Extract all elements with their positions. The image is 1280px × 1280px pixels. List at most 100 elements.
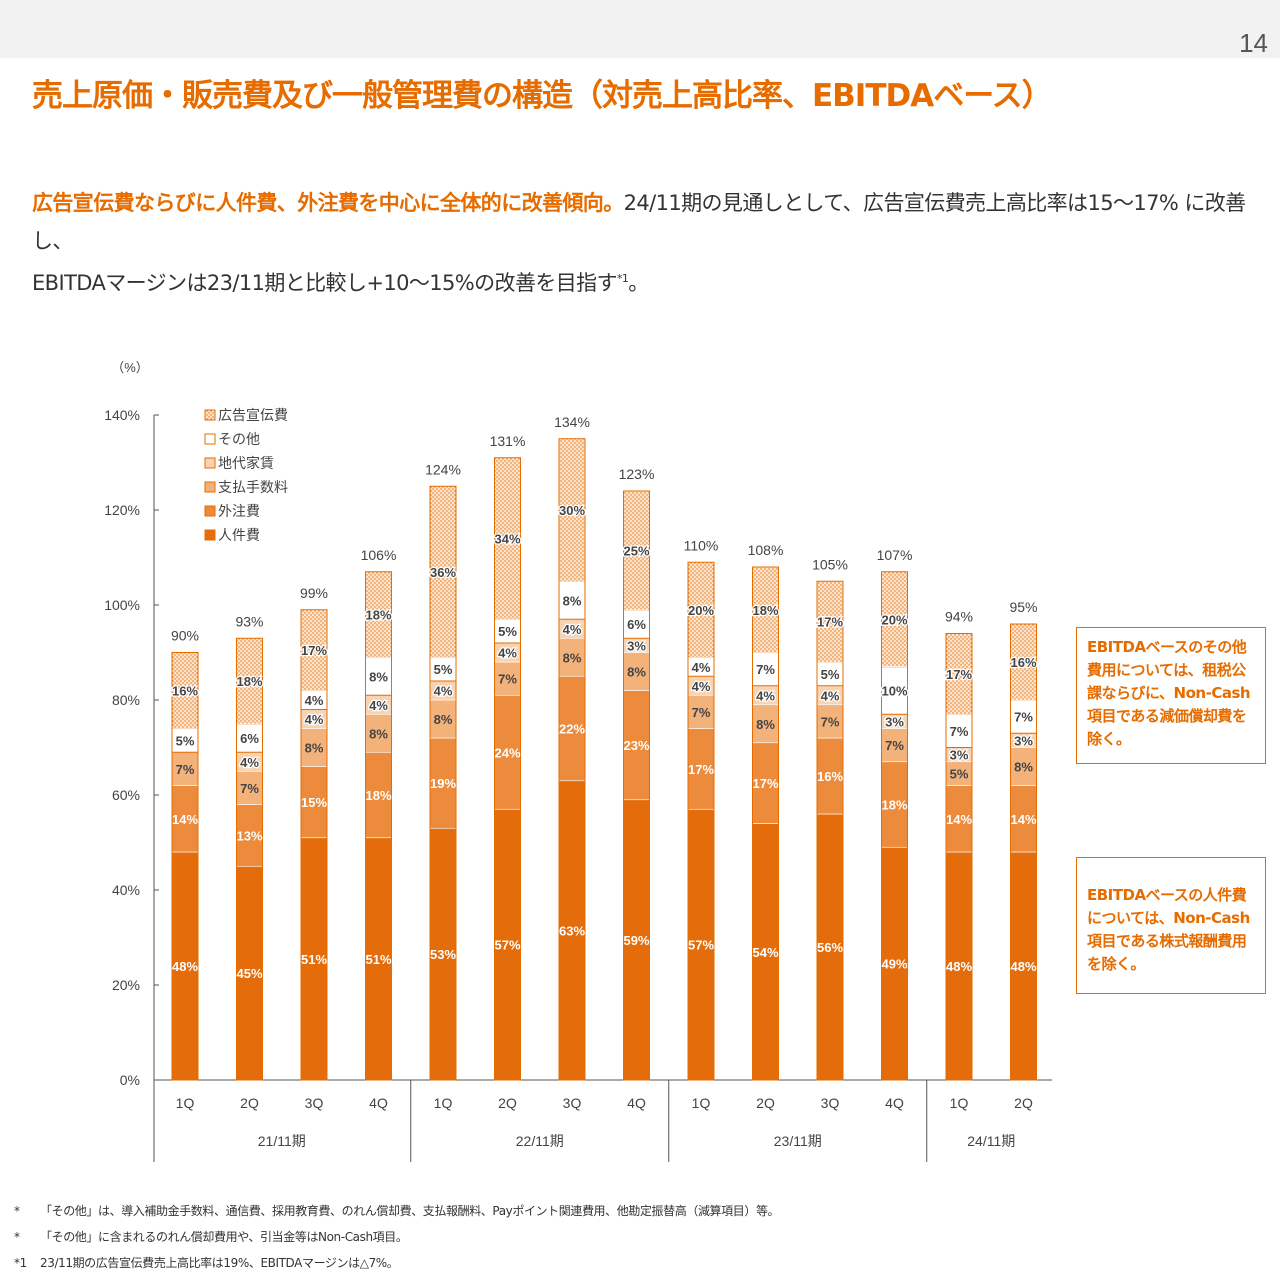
x-tick-label: 4Q [369, 1095, 388, 1111]
x-tick-label: 1Q [692, 1095, 711, 1111]
segment-label: 5% [176, 733, 195, 748]
bar-segment [881, 761, 908, 848]
segment-label: 4% [563, 622, 582, 637]
segment-label: 8% [563, 593, 582, 608]
segment-label: 4% [434, 684, 453, 699]
x-tick-label: 3Q [563, 1095, 582, 1111]
segment-label: 8% [1014, 760, 1033, 775]
bar-outline [623, 490, 650, 1081]
segment-label: 3% [1014, 733, 1033, 748]
segment-label: 3% [950, 748, 969, 763]
segment-label: 13% [236, 828, 262, 843]
legend-label: 外注費 [218, 503, 260, 519]
bar-segment [1010, 851, 1037, 1081]
segment-label: 18% [365, 608, 391, 623]
segment-label: 18% [365, 788, 391, 803]
bar-outline [881, 571, 908, 1081]
bar-total-label: 90% [171, 628, 199, 644]
legend-swatch [204, 409, 216, 421]
segment-label: 5% [821, 667, 840, 682]
x-tick-label: 2Q [756, 1095, 775, 1111]
bar-segment [494, 808, 521, 1081]
x-tick-label: 2Q [498, 1095, 517, 1111]
bar-segment [236, 770, 263, 805]
bar-total-label: 108% [748, 542, 784, 558]
note-personnel: EBITDAベースの人件費については、Non-Cash項目である株式報酬費用を除… [1076, 857, 1266, 994]
segment-label: 4% [498, 646, 517, 661]
segment-label: 3% [627, 638, 646, 653]
segment-label: 57% [688, 938, 714, 953]
summary-highlight: 広告宣伝費ならびに人件費、外注費を中心に全体的に改善傾向。 [32, 191, 624, 215]
summary-line1: 24/11期の見通しとして、広告宣伝費売上高比率は15～17% に改善し、 [32, 191, 1246, 253]
legend-swatch [204, 433, 216, 445]
segment-label: 14% [172, 812, 198, 827]
bar-total-label: 107% [877, 547, 913, 563]
segment-label: 36% [430, 565, 456, 580]
legend-label: 人件費 [218, 527, 260, 543]
summary-text: 広告宣伝費ならびに人件費、外注費を中心に全体的に改善傾向。24/11期の見通しと… [32, 184, 1262, 302]
bar-segment [752, 823, 779, 1081]
segment-label: 8% [369, 726, 388, 741]
legend-swatch [204, 529, 216, 541]
segment-label: 20% [881, 612, 907, 627]
bar-total-label: 95% [1009, 599, 1037, 615]
group-label: 23/11期 [774, 1133, 822, 1149]
bar-total-label: 105% [812, 556, 848, 572]
y-unit-label: （%） [111, 360, 149, 375]
bar-total-label: 123% [619, 466, 655, 482]
segment-label: 7% [498, 672, 517, 687]
summary-line2: EBITDAマージンは23/11期と比較し+10～15%の改善を目指す [32, 271, 618, 295]
segment-label: 3% [885, 714, 904, 729]
bar-total-label: 99% [300, 585, 328, 601]
segment-label: 4% [821, 688, 840, 703]
y-tick-label: 40% [112, 882, 140, 898]
x-tick-label: 3Q [821, 1095, 840, 1111]
x-tick-label: 4Q [885, 1095, 904, 1111]
bar-outline [171, 652, 199, 1081]
segment-label: 7% [950, 724, 969, 739]
x-tick-label: 1Q [434, 1095, 453, 1111]
bar-segment [300, 728, 328, 767]
footnote-1: * 「その他」は、導入補助金手数料、通信費、採用教育費、のれん償却費、支払報酬料、… [14, 1204, 780, 1218]
bar-outline [752, 566, 779, 1081]
bar-total-label: 124% [425, 461, 461, 477]
summary-footnote-ref: *1 [616, 272, 629, 285]
legend-swatch [204, 481, 216, 493]
segment-label: 7% [885, 738, 904, 753]
bar-outline [687, 561, 715, 1081]
segment-label: 7% [1014, 710, 1033, 725]
group-label: 24/11期 [967, 1133, 1015, 1149]
segment-label: 8% [434, 712, 453, 727]
bar-outline [558, 438, 586, 1081]
bar-total-label: 131% [490, 433, 526, 449]
segment-label: 17% [301, 643, 327, 658]
segment-label: 57% [494, 938, 520, 953]
segment-label: 8% [563, 650, 582, 665]
bar-outline [429, 485, 457, 1081]
segment-label: 54% [752, 945, 778, 960]
x-tick-label: 1Q [950, 1095, 969, 1111]
group-label: 22/11期 [516, 1133, 564, 1149]
segment-label: 53% [430, 947, 456, 962]
bar-segment [945, 633, 973, 715]
bar-segment [881, 571, 908, 668]
segment-label: 34% [494, 532, 520, 547]
note-other-costs: EBITDAベースのその他費用については、租税公課ならびに、Non-Cash項目… [1076, 627, 1266, 764]
segment-label: 4% [369, 698, 388, 713]
bar-total-label: 134% [554, 414, 590, 430]
segment-label: 51% [365, 952, 391, 967]
segment-label: 4% [692, 660, 711, 675]
y-tick-label: 100% [104, 597, 140, 613]
bar-outline [494, 457, 521, 1081]
bar-segment [300, 609, 328, 691]
segment-label: 16% [817, 769, 843, 784]
segment-label: 17% [688, 762, 714, 777]
segment-label: 14% [946, 812, 972, 827]
segment-label: 5% [950, 767, 969, 782]
segment-label: 59% [623, 933, 649, 948]
x-tick-label: 1Q [176, 1095, 195, 1111]
segment-label: 4% [692, 679, 711, 694]
segment-label: 24% [494, 745, 520, 760]
segment-label: 8% [369, 669, 388, 684]
bar-outline [365, 571, 392, 1081]
